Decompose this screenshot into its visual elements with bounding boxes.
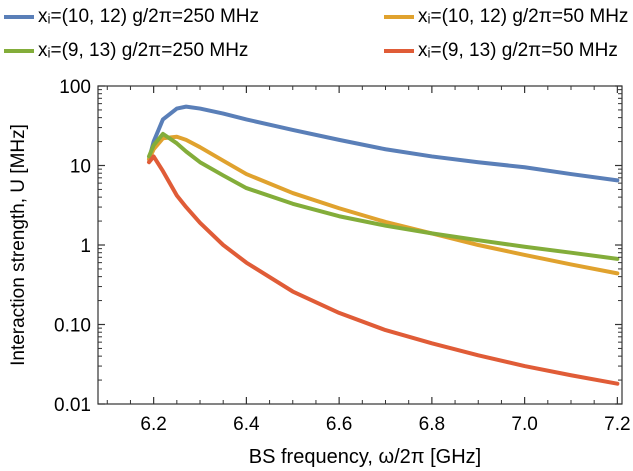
legend-item-series-1: xᵢ=(10, 12) g/2π=250 MHz (4, 6, 259, 28)
x-tick-label: 7.2 (604, 414, 630, 435)
y-axis: 0.01 0.10 1 10 100 (54, 77, 622, 416)
x-axis: 6.2 6.4 6.6 6.8 7.0 7.2 (106, 86, 631, 435)
x-tick-label: 6.8 (419, 414, 445, 435)
legend-swatch-series-1 (4, 15, 34, 19)
x-axis-label: BS frequency, ω/2π [GHz] (249, 446, 481, 468)
x-tick-label: 6.6 (326, 414, 352, 435)
legend-label-series-1: xᵢ=(10, 12) g/2π=250 MHz (38, 6, 259, 27)
x-tick-label: 6.4 (233, 414, 260, 435)
legend-item-series-3: xᵢ=(9, 13) g/2π=250 MHz (4, 40, 248, 62)
series-line-2 (147, 134, 620, 276)
y-tick-label: 10 (70, 157, 91, 178)
series-line-3 (147, 131, 620, 261)
x-tick-label: 6.2 (140, 414, 166, 435)
y-axis-label: Interaction strength, U [MHz] (8, 124, 29, 366)
legend: xᵢ=(10, 12) g/2π=250 MHz xᵢ=(10, 12) g/2… (0, 0, 633, 80)
y-tick-label: 1 (80, 236, 91, 257)
legend-item-series-4: xᵢ=(9, 13) g/2π=50 MHz (384, 40, 618, 62)
legend-item-series-2: xᵢ=(10, 12) g/2π=50 MHz (384, 6, 628, 28)
y-tick-label: 100 (59, 77, 91, 98)
y-tick-label: 0.01 (54, 395, 91, 416)
plot-frame (97, 85, 623, 405)
legend-swatch-series-2 (384, 15, 414, 19)
x-tick-label: 7.0 (511, 414, 537, 435)
y-tick-label: 0.10 (54, 316, 91, 337)
series-layer (147, 104, 620, 386)
legend-label-series-3: xᵢ=(9, 13) g/2π=250 MHz (38, 40, 249, 61)
legend-label-series-4: xᵢ=(9, 13) g/2π=50 MHz (418, 40, 618, 61)
legend-swatch-series-3 (4, 49, 34, 53)
series-line-4 (147, 154, 620, 386)
legend-label-series-2: xᵢ=(10, 12) g/2π=50 MHz (418, 6, 629, 27)
series-line-1 (147, 104, 620, 183)
legend-swatch-series-4 (384, 49, 414, 53)
